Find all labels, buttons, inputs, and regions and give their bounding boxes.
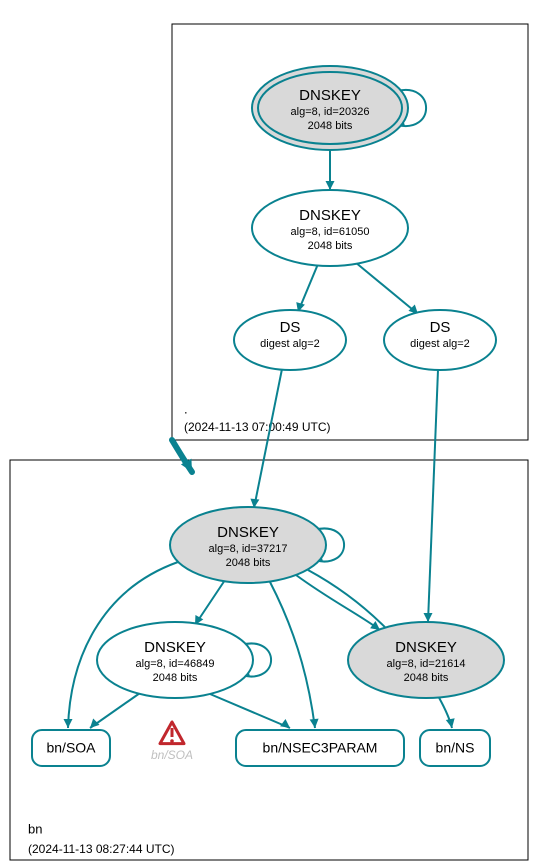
- ds-right-line2: digest alg=2: [410, 338, 470, 350]
- e-dsleft-37217: [254, 369, 282, 508]
- rr-nsec3param-label: bn/NSEC3PARAM: [263, 740, 378, 756]
- e-46849-nsec3: [210, 694, 290, 728]
- dnskey-46849-title: DNSKEY: [144, 639, 206, 656]
- dnskey-61050-line3: 2048 bits: [308, 240, 353, 252]
- dnskey-46849-line3: 2048 bits: [153, 672, 198, 684]
- rr-ns-label: bn/NS: [436, 740, 475, 756]
- dnskey-37217-title: DNSKEY: [217, 524, 279, 541]
- e-37217-nsec3: [270, 582, 315, 728]
- e-46849-soa: [90, 693, 140, 728]
- warning-label: bn/SOA: [151, 748, 193, 762]
- dnskey-37217-line2: alg=8, id=37217: [209, 543, 288, 555]
- bn-zone-timestamp: (2024-11-13 08:27:44 UTC): [28, 842, 175, 856]
- dnskey-61050-title: DNSKEY: [299, 207, 361, 224]
- arrowhead: [64, 719, 73, 728]
- arrowhead: [370, 621, 380, 630]
- ds-right-title: DS: [430, 319, 451, 336]
- ds-left-title: DS: [280, 319, 301, 336]
- dnskey-20326-title: DNSKEY: [299, 87, 361, 104]
- dnskey-61050-line2: alg=8, id=61050: [291, 226, 370, 238]
- ds-left-line2: digest alg=2: [260, 338, 320, 350]
- dnskey-21614-title: DNSKEY: [395, 639, 457, 656]
- arrowhead: [326, 181, 335, 190]
- e-37217-21614: [296, 575, 380, 630]
- root-zone-timestamp: (2024-11-13 07:00:49 UTC): [184, 420, 331, 434]
- arrowhead: [446, 718, 455, 728]
- dnskey-21614-line3: 2048 bits: [404, 672, 449, 684]
- dnskey-20326-line2: alg=8, id=20326: [291, 106, 370, 118]
- bn-zone-label: bn: [28, 821, 42, 836]
- dnskey-21614-line2: alg=8, id=21614: [387, 658, 466, 670]
- rr-soa-label: bn/SOA: [46, 740, 96, 756]
- warning-icon-bang: [171, 728, 174, 737]
- dnskey-46849-line2: alg=8, id=46849: [136, 658, 215, 670]
- dnskey-20326-line3: 2048 bits: [308, 120, 353, 132]
- warning-icon-dot: [170, 739, 174, 743]
- arrowhead: [424, 613, 433, 622]
- e-dsright-21614: [428, 370, 438, 622]
- dnskey-37217-line3: 2048 bits: [226, 557, 271, 569]
- e-61050-dsright: [355, 262, 418, 314]
- root-zone-label: .: [184, 401, 188, 416]
